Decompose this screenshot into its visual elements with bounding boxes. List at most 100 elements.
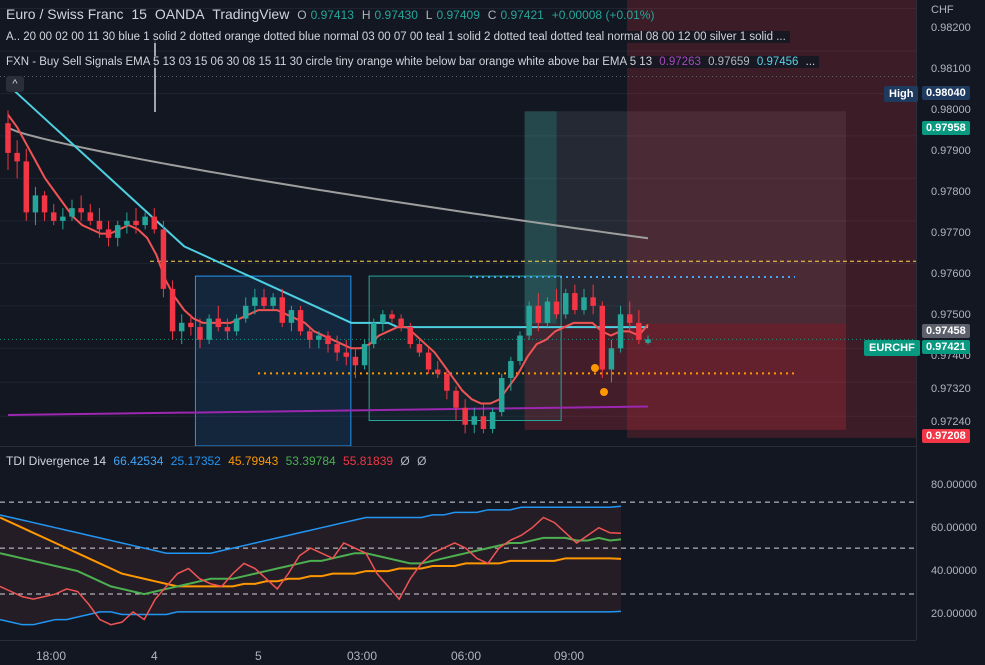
price-tick: 0.97600 [931, 268, 971, 280]
tdi-panel-chart[interactable] [0, 446, 916, 640]
high-value: 0.97430 [374, 8, 418, 22]
candle [425, 348, 432, 374]
candle-body [407, 327, 414, 345]
candle [416, 339, 423, 357]
interval-label[interactable]: 15 [131, 6, 147, 22]
candle-body [517, 335, 523, 362]
indicator-legend-row1[interactable]: A.. 20 00 02 00 11 30 blue 1 solid 2 dot… [6, 31, 790, 43]
stop-price-tag: 0.97208 [922, 429, 970, 443]
candle-body [617, 314, 624, 349]
candle-body [398, 318, 404, 328]
candle-body [178, 322, 185, 332]
loss-zone [524, 323, 846, 430]
tdi-value5: 55.81839 [343, 454, 394, 468]
candle-body [224, 327, 231, 332]
candle [78, 195, 84, 221]
candle [343, 339, 350, 366]
candle-body [562, 293, 569, 315]
candle-body [636, 322, 642, 340]
symbol-name[interactable]: Euro / Swiss Franc [6, 6, 124, 22]
tdi-value4: 53.39784 [285, 454, 336, 468]
tdi-tick: 20.00000 [931, 608, 977, 620]
candle [535, 293, 542, 332]
close-label: C [487, 8, 497, 22]
candle-body [297, 310, 304, 332]
time-axis[interactable]: 18:00 4 5 03:00 06:00 09:00 [0, 640, 916, 665]
tdi-value7: Ø [417, 454, 427, 468]
candle-body [133, 220, 139, 226]
candle [23, 148, 30, 221]
candle-body [14, 152, 20, 162]
price-tick: 0.97800 [931, 186, 971, 198]
candle-body [498, 378, 505, 413]
indicator-row1-label[interactable]: A.. 20 00 02 00 11 30 blue 1 solid 2 dot… [6, 31, 786, 43]
candle-body [316, 335, 322, 340]
time-tick: 5 [255, 649, 262, 663]
candle [489, 407, 496, 434]
high-label: H [361, 8, 371, 22]
candle-body [352, 356, 359, 366]
target-price-tag: 0.97958 [922, 121, 970, 135]
candle-body [572, 293, 578, 311]
candle [407, 322, 414, 349]
indicator-row2-label[interactable]: FXN - Buy Sell Signals EMA 5 13 03 15 06… [6, 56, 653, 68]
candle-body [444, 373, 450, 391]
purple-ma-line [7, 405, 649, 416]
candle [325, 331, 331, 353]
tdi-tick: 80.00000 [931, 479, 977, 491]
candle [124, 212, 130, 234]
candle-body [590, 297, 596, 306]
candle-body [471, 416, 478, 425]
candle [233, 314, 240, 336]
candle-body [380, 314, 386, 323]
candle-body [334, 344, 340, 353]
price-tick: 0.98200 [931, 22, 971, 34]
candle [50, 203, 57, 226]
candle-body [416, 344, 423, 353]
tdi-legend[interactable]: TDI Divergence 14 66.42534 25.17352 45.7… [6, 454, 430, 468]
candle [599, 301, 606, 379]
tdi-value6: Ø [400, 454, 410, 468]
candle [133, 208, 139, 234]
candle-body [197, 327, 203, 340]
main-price-chart[interactable] [0, 0, 916, 446]
price-tick: 0.97240 [931, 416, 971, 428]
signal-dot [591, 364, 599, 372]
candle [114, 220, 121, 247]
candle [215, 305, 222, 332]
collapse-legend-chevron-icon[interactable]: ^ [6, 76, 24, 92]
indicator-legend-row2[interactable]: FXN - Buy Sell Signals EMA 5 13 03 15 06… [6, 56, 820, 68]
candle [105, 220, 112, 247]
candle [224, 318, 231, 340]
candle-body [215, 318, 222, 328]
candle-body [233, 318, 240, 332]
candle [526, 301, 532, 340]
candle-body [261, 297, 267, 306]
candle-body [489, 412, 496, 430]
candle [242, 297, 249, 323]
time-tick: 09:00 [554, 649, 585, 663]
indicator-row2-more[interactable]: ... [805, 56, 816, 68]
currency-label: CHF [931, 4, 954, 16]
close-value: 0.97421 [500, 8, 544, 22]
candle-body [526, 305, 532, 336]
candle-body [480, 416, 487, 430]
candle [462, 399, 468, 434]
candle-body [69, 208, 75, 217]
candle [142, 212, 148, 230]
candle [334, 335, 340, 362]
candle-body [288, 310, 295, 323]
tdi-lower-band [0, 610, 622, 626]
candle-body [5, 123, 11, 153]
tdi-name[interactable]: TDI Divergence 14 [6, 454, 107, 468]
broker-label: OANDA [154, 6, 205, 22]
candle-body [508, 361, 514, 379]
candle [370, 318, 377, 349]
candle-body [41, 195, 48, 213]
low-label: L [425, 8, 433, 22]
open-label: O [297, 8, 307, 22]
time-tick: 18:00 [36, 649, 67, 663]
candle-body [160, 229, 167, 289]
time-tick: 4 [151, 649, 158, 663]
candle [297, 305, 304, 336]
